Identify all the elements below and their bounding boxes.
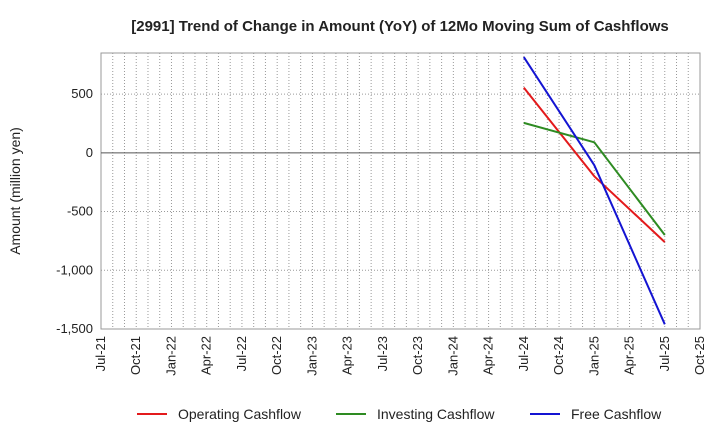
x-tick-label: Jan-22	[163, 336, 178, 376]
x-tick-label: Apr-25	[622, 336, 637, 375]
x-tick-label: Oct-21	[128, 336, 143, 375]
plot-area-frame	[100, 52, 701, 330]
x-tick-label: Jan-24	[445, 336, 460, 376]
x-tick-label: Jul-24	[516, 336, 531, 371]
y-tick-label: -1,000	[56, 262, 93, 277]
x-tick-label: Jan-23	[304, 336, 319, 376]
y-axis-label: Amount (million yen)	[7, 127, 23, 255]
legend-label-operating-cashflow: Operating Cashflow	[178, 406, 302, 422]
chart-title: [2991] Trend of Change in Amount (YoY) o…	[131, 18, 669, 35]
operating-cashflow-line	[523, 86, 666, 243]
free-cashflow-line	[522, 56, 666, 325]
investing-cashflow-line	[523, 121, 666, 236]
x-tick-label: Jul-21	[93, 336, 108, 371]
y-tick-label: 0	[86, 145, 93, 160]
x-tick-label: Jul-25	[657, 336, 672, 371]
x-tick-label: Jul-23	[375, 336, 390, 371]
legend-label-free-cashflow: Free Cashflow	[571, 406, 662, 422]
y-tick-label: -1,500	[56, 321, 93, 336]
x-tick-label: Apr-22	[199, 336, 214, 375]
x-tick-label: Apr-23	[340, 336, 355, 375]
legend: Operating Cashflow Investing Cashflow Free…	[137, 406, 662, 422]
x-tick-label: Oct-23	[410, 336, 425, 375]
x-tick-label: Apr-24	[481, 336, 496, 375]
y-tick-label: -500	[67, 204, 93, 219]
x-tick-labels: Jul-21 Oct-21 Jan-22 Apr-22 Jul-22 Oct-22 Jan-…	[93, 336, 707, 376]
x-tick-label: Jan-25	[586, 336, 601, 376]
series-layer	[522, 56, 666, 325]
x-tick-label: Jul-22	[234, 336, 249, 371]
x-tick-label: Oct-24	[551, 336, 566, 375]
x-tick-label: Oct-25	[692, 336, 707, 375]
grid-layer	[101, 53, 700, 330]
x-tick-label: Oct-22	[269, 336, 284, 375]
y-tick-labels: 500 0 -500 -1,000 -1,500	[56, 86, 93, 336]
y-tick-label: 500	[71, 86, 93, 101]
legend-label-investing-cashflow: Investing Cashflow	[377, 406, 495, 422]
